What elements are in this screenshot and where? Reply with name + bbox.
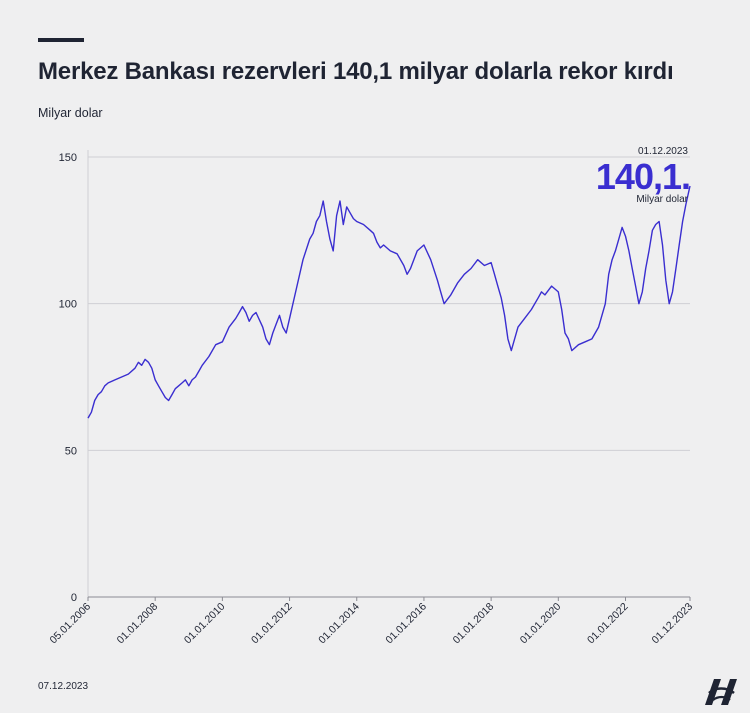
y-tick-labels: 0 50 100 150	[59, 152, 77, 604]
x-tick-labels: 05.01.2006 01.01.2008 01.01.2010 01.01.2012…	[47, 597, 695, 646]
aa-logo-icon	[705, 679, 737, 705]
x-tick-label: 01.01.2020	[518, 601, 564, 647]
y-tick-label: 150	[59, 152, 77, 164]
x-tick-label: 01.12.2023	[649, 601, 695, 647]
y-tick-label: 50	[65, 445, 77, 457]
x-tick-label: 01.01.2008	[115, 601, 161, 647]
annotation-date: 01.12.2023	[638, 146, 688, 157]
y-axis-unit-label: Milyar dolar	[38, 106, 103, 120]
y-tick-label: 0	[71, 592, 77, 604]
x-tick-label: 01.01.2014	[316, 601, 362, 647]
x-tick-label: 01.01.2018	[451, 601, 497, 647]
footer-date: 07.12.2023	[38, 681, 89, 692]
y-tick-label: 100	[59, 299, 77, 311]
x-tick-label: 05.01.2006	[47, 601, 93, 647]
grid-lines	[88, 156, 690, 451]
x-tick-label: 01.01.2010	[182, 601, 228, 647]
x-tick-label: 01.01.2016	[383, 601, 429, 647]
title-accent-bar	[38, 38, 84, 42]
reserves-series-line	[87, 185, 691, 419]
annotation-value: 140,1.	[596, 156, 690, 197]
x-tick-label: 01.01.2012	[249, 601, 295, 647]
annotation-unit: Milyar dolar	[636, 194, 688, 205]
x-tick-label: 01.01.2022	[585, 601, 631, 647]
chart-title: Merkez Bankası rezervleri 140,1 milyar d…	[38, 58, 674, 85]
